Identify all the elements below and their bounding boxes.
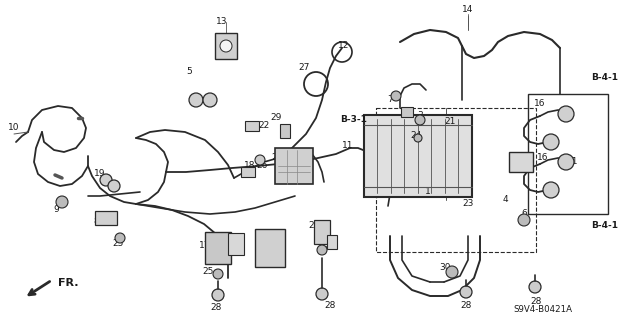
Text: 28: 28 [531, 298, 541, 307]
Text: 24: 24 [410, 130, 422, 139]
Bar [528, 94, 608, 214]
Circle shape [415, 115, 425, 125]
Circle shape [189, 93, 203, 107]
Text: S9V4-B0421A: S9V4-B0421A [513, 306, 573, 315]
Text: 14: 14 [462, 5, 474, 14]
Bar [376, 108, 536, 252]
Circle shape [108, 180, 120, 192]
Text: 20: 20 [308, 220, 320, 229]
Circle shape [518, 214, 530, 226]
Text: 4: 4 [502, 196, 508, 204]
Bar [205, 232, 231, 264]
Bar [314, 220, 330, 244]
Text: 19: 19 [94, 169, 106, 179]
Text: B-3-1: B-3-1 [340, 115, 367, 124]
Circle shape [213, 269, 223, 279]
Circle shape [212, 289, 224, 301]
Circle shape [391, 91, 401, 101]
Text: 31: 31 [566, 158, 578, 167]
Text: 28: 28 [324, 300, 336, 309]
Bar [215, 33, 237, 59]
Bar [255, 229, 285, 267]
Text: 26: 26 [256, 160, 268, 169]
Circle shape [446, 266, 458, 278]
Text: 7: 7 [387, 95, 393, 105]
Text: 23: 23 [462, 199, 474, 209]
Text: 3: 3 [417, 110, 423, 120]
Text: 12: 12 [339, 41, 349, 50]
Bar [327, 235, 337, 249]
Text: 2: 2 [271, 153, 277, 162]
Circle shape [255, 155, 265, 165]
Circle shape [317, 245, 327, 255]
Circle shape [529, 281, 541, 293]
Text: 11: 11 [342, 140, 354, 150]
Circle shape [56, 196, 68, 208]
Text: 28: 28 [460, 300, 472, 309]
Bar [364, 115, 472, 197]
Circle shape [543, 134, 559, 150]
Text: 29: 29 [270, 114, 282, 122]
Bar [280, 124, 290, 138]
Text: 6: 6 [521, 210, 527, 219]
Text: 30: 30 [439, 263, 451, 272]
Bar [95, 211, 117, 225]
Bar [275, 148, 313, 184]
Text: FR.: FR. [58, 278, 78, 288]
Circle shape [100, 174, 112, 186]
Circle shape [115, 233, 125, 243]
Text: 15: 15 [271, 240, 283, 249]
Text: 5: 5 [186, 68, 192, 77]
Text: 16: 16 [537, 153, 548, 162]
Circle shape [316, 288, 328, 300]
Text: 13: 13 [216, 18, 228, 26]
Bar [509, 152, 533, 172]
Bar [401, 107, 413, 117]
Circle shape [543, 182, 559, 198]
Circle shape [558, 154, 574, 170]
Text: B-4-1: B-4-1 [591, 221, 618, 231]
Text: 28: 28 [211, 303, 221, 313]
Circle shape [414, 134, 422, 142]
Text: 16: 16 [534, 100, 546, 108]
Text: 1: 1 [425, 188, 431, 197]
Text: 18: 18 [244, 160, 256, 169]
Text: 25: 25 [324, 241, 336, 249]
Text: 27: 27 [298, 63, 310, 72]
Text: 10: 10 [8, 123, 20, 132]
Circle shape [220, 40, 232, 52]
Text: 22: 22 [259, 122, 269, 130]
Text: 25: 25 [202, 266, 214, 276]
Bar [241, 167, 255, 177]
Text: B-4-1: B-4-1 [591, 73, 618, 83]
Circle shape [460, 286, 472, 298]
Text: 8: 8 [93, 218, 99, 226]
Text: 17: 17 [199, 241, 211, 250]
Circle shape [558, 106, 574, 122]
Bar [228, 233, 244, 255]
Circle shape [203, 93, 217, 107]
Text: 9: 9 [53, 205, 59, 214]
Text: 21: 21 [444, 117, 456, 127]
Bar [245, 121, 259, 131]
Text: 25: 25 [112, 240, 124, 249]
